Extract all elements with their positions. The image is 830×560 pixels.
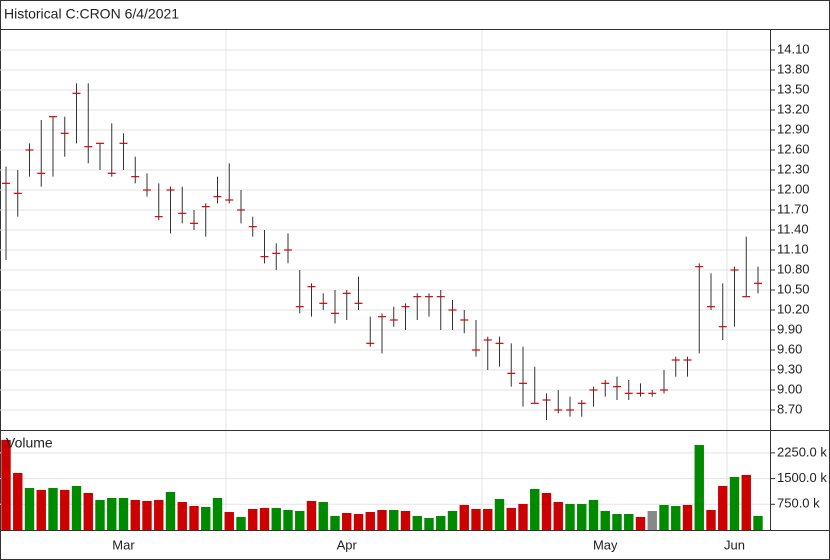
volume-bar xyxy=(353,513,364,530)
volume-bar xyxy=(224,512,234,530)
volume-bar xyxy=(60,489,70,530)
volume-bar xyxy=(506,507,516,530)
y-tick-label: 11.10 xyxy=(777,241,809,256)
volume-bar xyxy=(541,492,552,530)
volume-bar xyxy=(71,485,82,530)
volume-bar xyxy=(189,506,199,530)
volume-bar xyxy=(48,487,58,530)
y-tick-label: 12.30 xyxy=(777,161,810,176)
y-tick-label: 750.0 k xyxy=(777,496,820,511)
volume-bar xyxy=(295,510,305,530)
volume-bar xyxy=(682,504,693,530)
volume-title: Volume xyxy=(6,435,53,451)
volume-bar xyxy=(694,445,704,530)
volume-bar xyxy=(718,485,728,530)
volume-bar xyxy=(447,510,458,530)
x-tick-label: Jun xyxy=(724,537,745,552)
volume-bar xyxy=(330,515,340,530)
y-tick-label: 1500.0 k xyxy=(777,470,827,485)
volume-bar xyxy=(248,508,258,530)
y-tick-label: 11.40 xyxy=(777,221,809,236)
x-tick-label: May xyxy=(593,537,618,552)
volume-bar xyxy=(271,507,281,530)
y-tick-label: 9.60 xyxy=(777,341,802,356)
y-tick-label: 10.50 xyxy=(777,281,810,296)
volume-bar xyxy=(154,499,164,530)
volume-bar xyxy=(659,504,669,530)
volume-bar xyxy=(95,499,105,530)
volume-bar xyxy=(400,510,411,530)
volume-bar xyxy=(530,488,540,530)
volume-bar xyxy=(600,510,610,530)
volume-bar xyxy=(459,504,469,530)
volume-bar xyxy=(729,476,740,530)
volume-bar xyxy=(365,512,375,530)
volume-bar xyxy=(671,506,681,530)
volume-bar xyxy=(212,497,223,530)
volume-bar xyxy=(706,509,716,530)
volume-bar xyxy=(553,501,563,530)
volume-bar xyxy=(436,515,446,530)
volume-bar xyxy=(318,501,328,530)
y-tick-label: 10.20 xyxy=(777,301,810,316)
volume-bar xyxy=(177,501,187,530)
volume-bar xyxy=(635,516,646,530)
y-tick-label: 14.10 xyxy=(777,41,810,56)
volume-bar xyxy=(389,509,399,530)
volume-bar xyxy=(647,510,657,530)
volume-bar xyxy=(577,503,587,530)
y-tick-label: 11.70 xyxy=(777,201,809,216)
volume-bar xyxy=(342,512,352,530)
volume-bar xyxy=(259,507,270,530)
volume-bar xyxy=(201,506,211,530)
volume-bar xyxy=(624,513,634,530)
y-tick-label: 2250.0 k xyxy=(777,444,827,459)
volume-bar xyxy=(753,515,763,530)
volume-bar xyxy=(107,497,117,530)
volume-bar xyxy=(236,516,246,530)
volume-bar xyxy=(483,508,493,530)
y-tick-label: 10.80 xyxy=(777,261,810,276)
volume-bar xyxy=(565,503,575,530)
volume-bar xyxy=(142,500,152,530)
volume-bar xyxy=(118,497,129,530)
volume-bar xyxy=(306,500,317,530)
volume-bar xyxy=(588,499,599,530)
volume-bar xyxy=(13,472,23,530)
volume-bar xyxy=(741,474,751,530)
y-tick-label: 13.20 xyxy=(777,101,810,116)
y-tick-label: 8.70 xyxy=(777,401,802,416)
volume-bar xyxy=(165,491,176,530)
volume-bar xyxy=(424,518,434,530)
volume-bar xyxy=(494,498,505,530)
y-tick-label: 13.80 xyxy=(777,61,810,76)
chart-title: Historical C:CRON 6/4/2021 xyxy=(4,6,179,22)
y-tick-label: 9.90 xyxy=(777,321,802,336)
volume-bar xyxy=(36,489,46,530)
volume-bar xyxy=(377,509,387,530)
volume-bar xyxy=(283,509,293,530)
volume-bar xyxy=(130,499,140,530)
y-tick-label: 13.50 xyxy=(777,81,810,96)
x-tick-label: Mar xyxy=(112,537,135,552)
x-tick-label: Apr xyxy=(337,537,358,552)
plot-layer xyxy=(0,49,775,530)
y-tick-label: 12.00 xyxy=(777,181,810,196)
volume-bar xyxy=(518,503,528,530)
volume-bar xyxy=(412,515,422,530)
y-tick-label: 12.60 xyxy=(777,141,810,156)
volume-bar xyxy=(471,508,481,530)
y-tick-label: 12.90 xyxy=(777,121,810,136)
volume-bar xyxy=(83,492,93,530)
volume-bar xyxy=(24,487,35,530)
volume-bar xyxy=(1,439,11,530)
volume-bar xyxy=(612,513,622,530)
y-tick-label: 9.30 xyxy=(777,361,802,376)
y-tick-label: 9.00 xyxy=(777,381,802,396)
